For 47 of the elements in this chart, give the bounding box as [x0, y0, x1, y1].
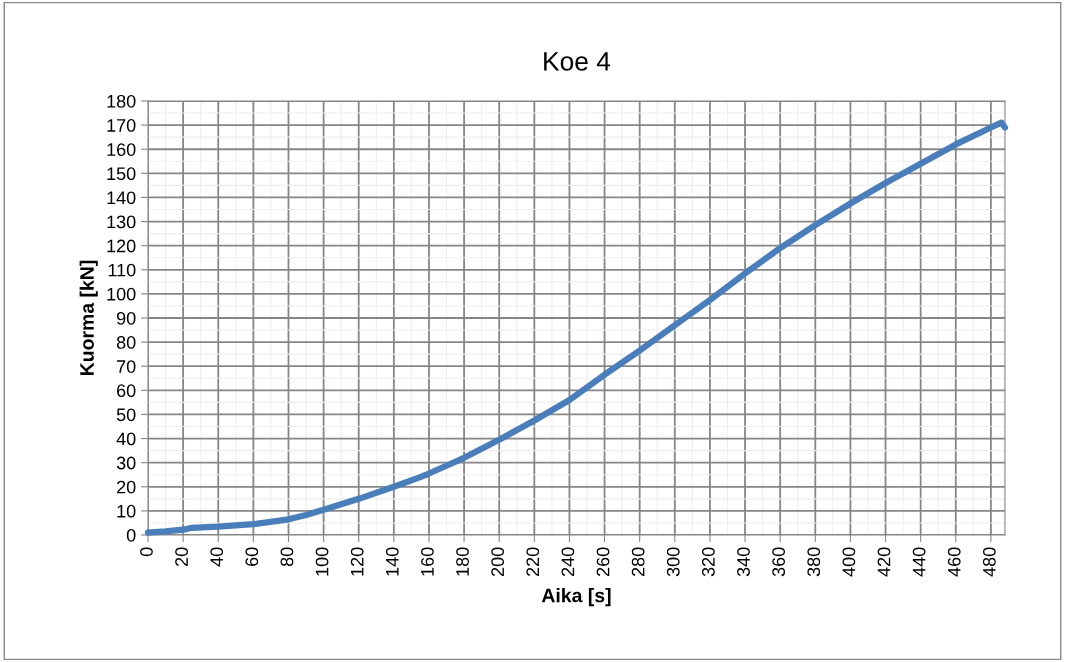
x-tick-label: 280	[631, 547, 645, 577]
y-tick-label: 10	[117, 504, 136, 518]
x-tick-label: 360	[772, 547, 786, 577]
x-tick-label: 300	[666, 547, 680, 577]
y-tick-label: 0	[126, 528, 136, 542]
chart-title: Koe 4	[544, 52, 611, 71]
x-tick-label: 240	[561, 547, 575, 577]
y-tick-label: 180	[107, 94, 136, 108]
x-tick-label: 420	[877, 547, 891, 577]
y-tick-label: 170	[107, 119, 136, 132]
y-tick-label: 110	[108, 263, 136, 277]
y-tick-label: 150	[107, 167, 136, 181]
y-tick-label: 30	[116, 456, 136, 470]
y-tick-label: 70	[117, 360, 136, 373]
x-tick-label: 0	[140, 547, 153, 557]
x-tick-label: 480	[982, 547, 996, 577]
x-tick-label: 20	[175, 547, 188, 566]
x-tick-label: 340	[737, 547, 750, 577]
x-axis-title: Aika [s]	[541, 588, 611, 607]
y-tick-label: 80	[116, 336, 136, 349]
y-tick-label: 100	[107, 287, 136, 301]
y-tick-label: 60	[117, 384, 136, 398]
x-tick-label: 440	[912, 547, 926, 577]
x-tick-label: 60	[245, 547, 259, 566]
y-tick-label: 160	[107, 143, 136, 156]
x-tick-label: 220	[526, 547, 540, 577]
x-tick-label: 100	[315, 547, 329, 576]
x-tick-label: 460	[947, 547, 961, 577]
x-tick-label: 80	[280, 547, 294, 567]
x-tick-label: 160	[421, 547, 434, 576]
y-tick-label: 50	[116, 408, 136, 422]
y-tick-label: 120	[107, 239, 136, 253]
x-tick-label: 400	[842, 547, 856, 577]
x-tick-label: 320	[701, 547, 715, 577]
y-tick-label: 20	[117, 480, 136, 494]
x-tick-label: 120	[350, 547, 364, 576]
x-tick-label: 140	[385, 547, 399, 576]
y-tick-label: 40	[116, 432, 136, 446]
x-tick-label: 260	[596, 547, 610, 577]
x-tick-label: 40	[210, 547, 224, 567]
x-tick-label: 180	[456, 547, 469, 576]
y-axis-title: Kuorma [kN]	[79, 260, 98, 376]
y-tick-label: 130	[107, 215, 136, 229]
y-tick-label: 90	[116, 311, 136, 325]
x-tick-label: 200	[491, 547, 505, 577]
x-tick-label: 380	[807, 547, 821, 577]
y-tick-label: 140	[107, 191, 136, 205]
